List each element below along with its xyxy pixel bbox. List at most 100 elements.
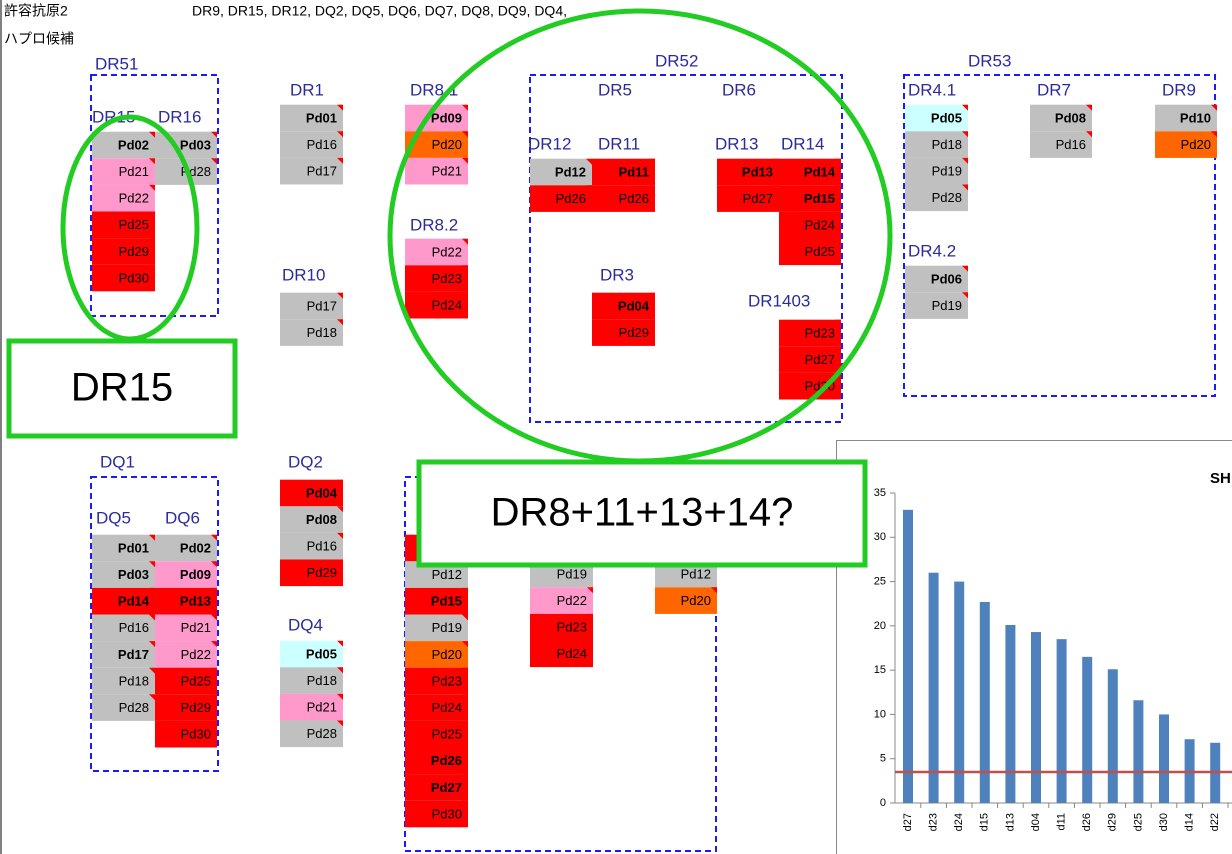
cell-text: Pd04 — [306, 485, 338, 500]
cell-bg — [717, 185, 779, 212]
comment-marker — [211, 534, 217, 541]
comment-marker — [586, 158, 592, 165]
cell-bg — [155, 587, 217, 615]
annotation-box — [6, 338, 238, 439]
cell-bg — [92, 534, 155, 562]
comment-marker — [462, 238, 468, 245]
comment-marker — [462, 157, 468, 164]
comment-marker — [149, 667, 155, 674]
cell-bg — [405, 587, 468, 615]
y-tick-label: 10 — [874, 708, 886, 720]
cell-text: Pd24 — [805, 218, 835, 233]
cell-bg — [92, 264, 155, 292]
comment-marker — [337, 506, 343, 513]
cell-bg — [280, 559, 343, 587]
bar — [1107, 669, 1118, 803]
cell-text: Pd26 — [619, 191, 649, 206]
group-box — [90, 74, 219, 317]
x-tick-label: d23 — [928, 813, 940, 831]
cell-text: Pd04 — [618, 298, 650, 313]
comment-marker — [149, 238, 155, 245]
y-tick-label: 5 — [880, 753, 886, 765]
comment-marker — [962, 131, 968, 138]
cell-bg — [717, 158, 779, 186]
comment-marker — [149, 561, 155, 568]
group-label: DR53 — [968, 51, 1011, 70]
header-value: DR9, DR15, DR12, DQ2, DQ5, DQ6, DQ7, DQ8… — [192, 3, 567, 19]
cell-bg — [905, 104, 968, 132]
cell-text: Pd05 — [931, 110, 962, 125]
cell-text: Pd01 — [118, 540, 149, 555]
cell-text: Pd25 — [432, 727, 462, 742]
comment-marker — [462, 774, 468, 781]
comment-marker — [337, 319, 343, 326]
cell-bg — [280, 319, 343, 346]
cell-text: Pd25 — [805, 244, 835, 259]
cell-bg — [405, 238, 468, 266]
cell-text: Pd26 — [556, 191, 586, 206]
cell-text: Pd22 — [432, 244, 462, 259]
cell-bg — [905, 184, 968, 212]
cell-bg — [155, 534, 217, 562]
cell-bg — [592, 185, 655, 212]
cell-text: Pd30 — [119, 270, 149, 285]
cell-bg — [92, 184, 155, 212]
comment-marker — [149, 211, 155, 218]
comment-marker — [962, 157, 968, 164]
cell-text: Pd20 — [1181, 137, 1211, 152]
cell-bg — [655, 587, 717, 614]
cell-bg — [592, 158, 655, 186]
cell-text: Pd19 — [432, 620, 462, 635]
comment-marker — [149, 131, 155, 138]
comment-marker — [211, 158, 217, 165]
cell-bg — [92, 238, 155, 265]
group-box — [90, 476, 219, 772]
comment-marker — [337, 157, 343, 164]
group-box — [903, 74, 1216, 397]
comment-marker — [462, 104, 468, 111]
x-tick-label: d15 — [979, 813, 991, 831]
comment-marker — [462, 131, 468, 138]
x-tick-label: d11 — [1056, 813, 1068, 831]
comment-marker — [962, 292, 968, 299]
comment-marker — [211, 694, 217, 701]
comment-marker — [1211, 104, 1217, 111]
comment-marker — [211, 720, 217, 727]
cell-text: Pd25 — [119, 217, 149, 232]
cell-text: Pd16 — [119, 620, 149, 635]
cell-text: Pd25 — [181, 673, 211, 688]
group-label: DQ6 — [165, 508, 200, 527]
comment-marker — [462, 291, 468, 298]
cell-bg — [779, 319, 841, 347]
cell-text: Pd27 — [431, 780, 462, 795]
cell-text: Pd29 — [119, 244, 149, 259]
bar — [928, 572, 939, 803]
comment-marker — [835, 185, 841, 192]
x-tick-label: d27 — [902, 813, 914, 831]
x-tick-label: d30 — [1158, 813, 1170, 831]
cell-text: Pd21 — [307, 700, 337, 715]
cell-text: Pd01 — [306, 110, 337, 125]
cell-bg — [779, 238, 841, 266]
cell-bg — [405, 667, 468, 695]
cell-text: Pd14 — [804, 164, 836, 179]
comment-marker — [649, 319, 655, 326]
annotation-text: DR15 — [71, 366, 173, 410]
y-tick-label: 15 — [874, 664, 886, 676]
cell-bg — [905, 131, 968, 158]
cell-text: Pd22 — [181, 647, 211, 662]
comment-marker — [962, 265, 968, 272]
cell-bg — [1155, 104, 1217, 132]
group-label: DR14 — [781, 134, 824, 153]
cell-text: Pd29 — [307, 565, 337, 580]
x-tick-label: d25 — [1132, 813, 1144, 831]
cell-bg — [405, 265, 468, 292]
cell-text: Pd21 — [181, 620, 211, 635]
comment-marker — [211, 667, 217, 674]
comment-marker — [462, 747, 468, 754]
annotation-box — [416, 459, 868, 568]
header-label: 許容抗原2 — [4, 3, 68, 19]
cell-bg — [905, 157, 968, 185]
comment-marker — [773, 185, 779, 192]
